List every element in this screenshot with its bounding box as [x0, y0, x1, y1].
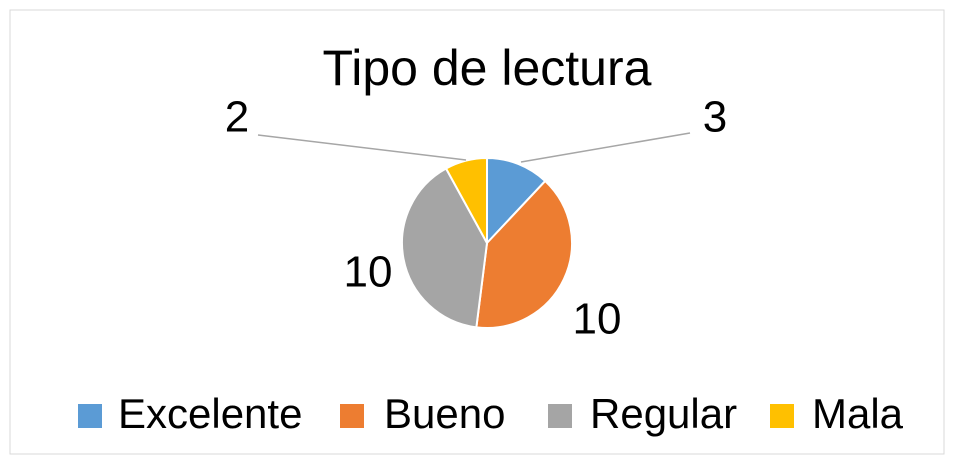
chart-title: Tipo de lectura [323, 40, 652, 96]
legend-label: Bueno [384, 390, 505, 437]
legend-label: Mala [812, 390, 904, 437]
pie-slice [486, 156, 547, 246]
data-label: 2 [225, 93, 249, 142]
legend-swatch [78, 404, 102, 428]
leader-line [257, 134, 467, 161]
leader-line [520, 132, 691, 163]
legend-swatch [770, 404, 794, 428]
data-label: 3 [703, 93, 727, 142]
legend-swatch [340, 404, 364, 428]
data-label: 10 [344, 248, 393, 297]
legend-swatch [548, 404, 572, 428]
pie-slice [475, 179, 573, 329]
legend-label: Excelente [118, 390, 302, 437]
legend-label: Regular [590, 390, 737, 437]
pie-slice [401, 167, 489, 329]
data-label: 10 [573, 295, 622, 344]
